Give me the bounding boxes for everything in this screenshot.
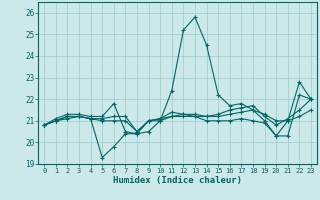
X-axis label: Humidex (Indice chaleur): Humidex (Indice chaleur) bbox=[113, 176, 242, 185]
